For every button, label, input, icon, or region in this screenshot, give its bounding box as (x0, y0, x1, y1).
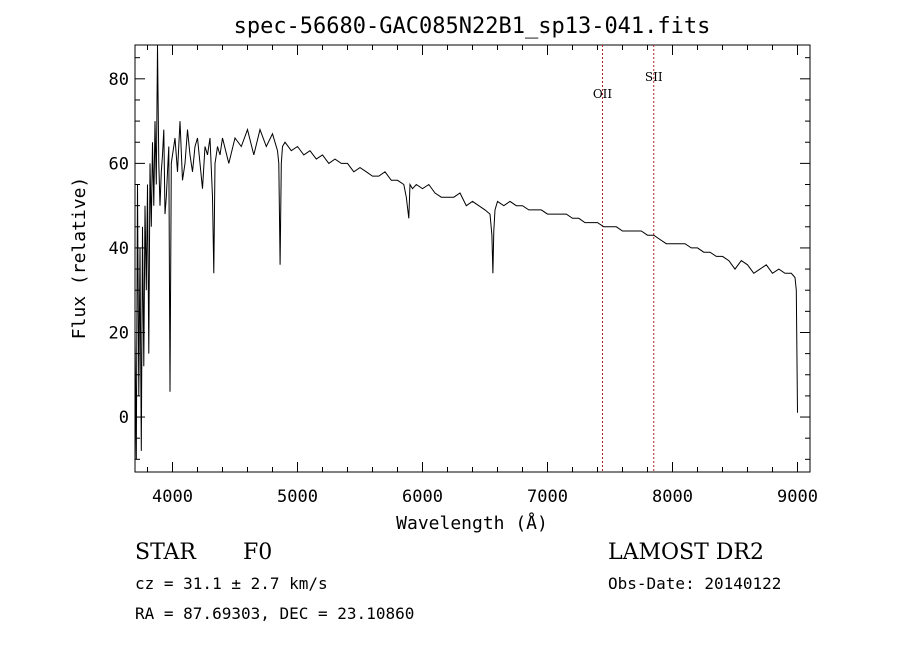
x-tick-label: 8000 (652, 487, 693, 507)
x-axis-label: Wavelength (Å) (396, 512, 548, 534)
coordinates: RA = 87.69303, DEC = 23.10860 (135, 604, 415, 623)
marker-label-oii: OII (593, 87, 613, 101)
x-tick-label: 4000 (152, 487, 193, 507)
x-tick-label: 5000 (277, 487, 318, 507)
observation-date: Obs-Date: 20140122 (608, 574, 782, 593)
object-class: STAR (135, 540, 196, 565)
y-tick-label: 60 (109, 154, 129, 174)
y-tick-label: 40 (109, 239, 129, 259)
x-tick-label: 9000 (777, 487, 818, 507)
y-tick-label: 80 (109, 70, 129, 90)
x-tick-label: 6000 (402, 487, 443, 507)
plot-frame (134, 44, 811, 473)
line-markers: OII SII (593, 45, 663, 472)
y-tick-label: 0 (119, 408, 129, 428)
marker-label-sii: SII (645, 70, 663, 84)
spectrum-series-line (134, 44, 798, 460)
axis-ticks: 4000 5000 6000 7000 8000 9000 0 20 40 60 80 (109, 45, 818, 507)
y-axis-label: Flux (relative) (69, 177, 90, 340)
x-tick-label: 7000 (527, 487, 568, 507)
survey-name: LAMOST DR2 (608, 540, 764, 565)
object-subclass: F0 (243, 540, 273, 565)
redshift-value: cz = 31.1 ± 2.7 km/s (135, 574, 328, 593)
y-tick-label: 20 (109, 323, 129, 343)
chart-title: spec-56680-GAC085N22B1_sp13-041.fits (234, 14, 711, 39)
